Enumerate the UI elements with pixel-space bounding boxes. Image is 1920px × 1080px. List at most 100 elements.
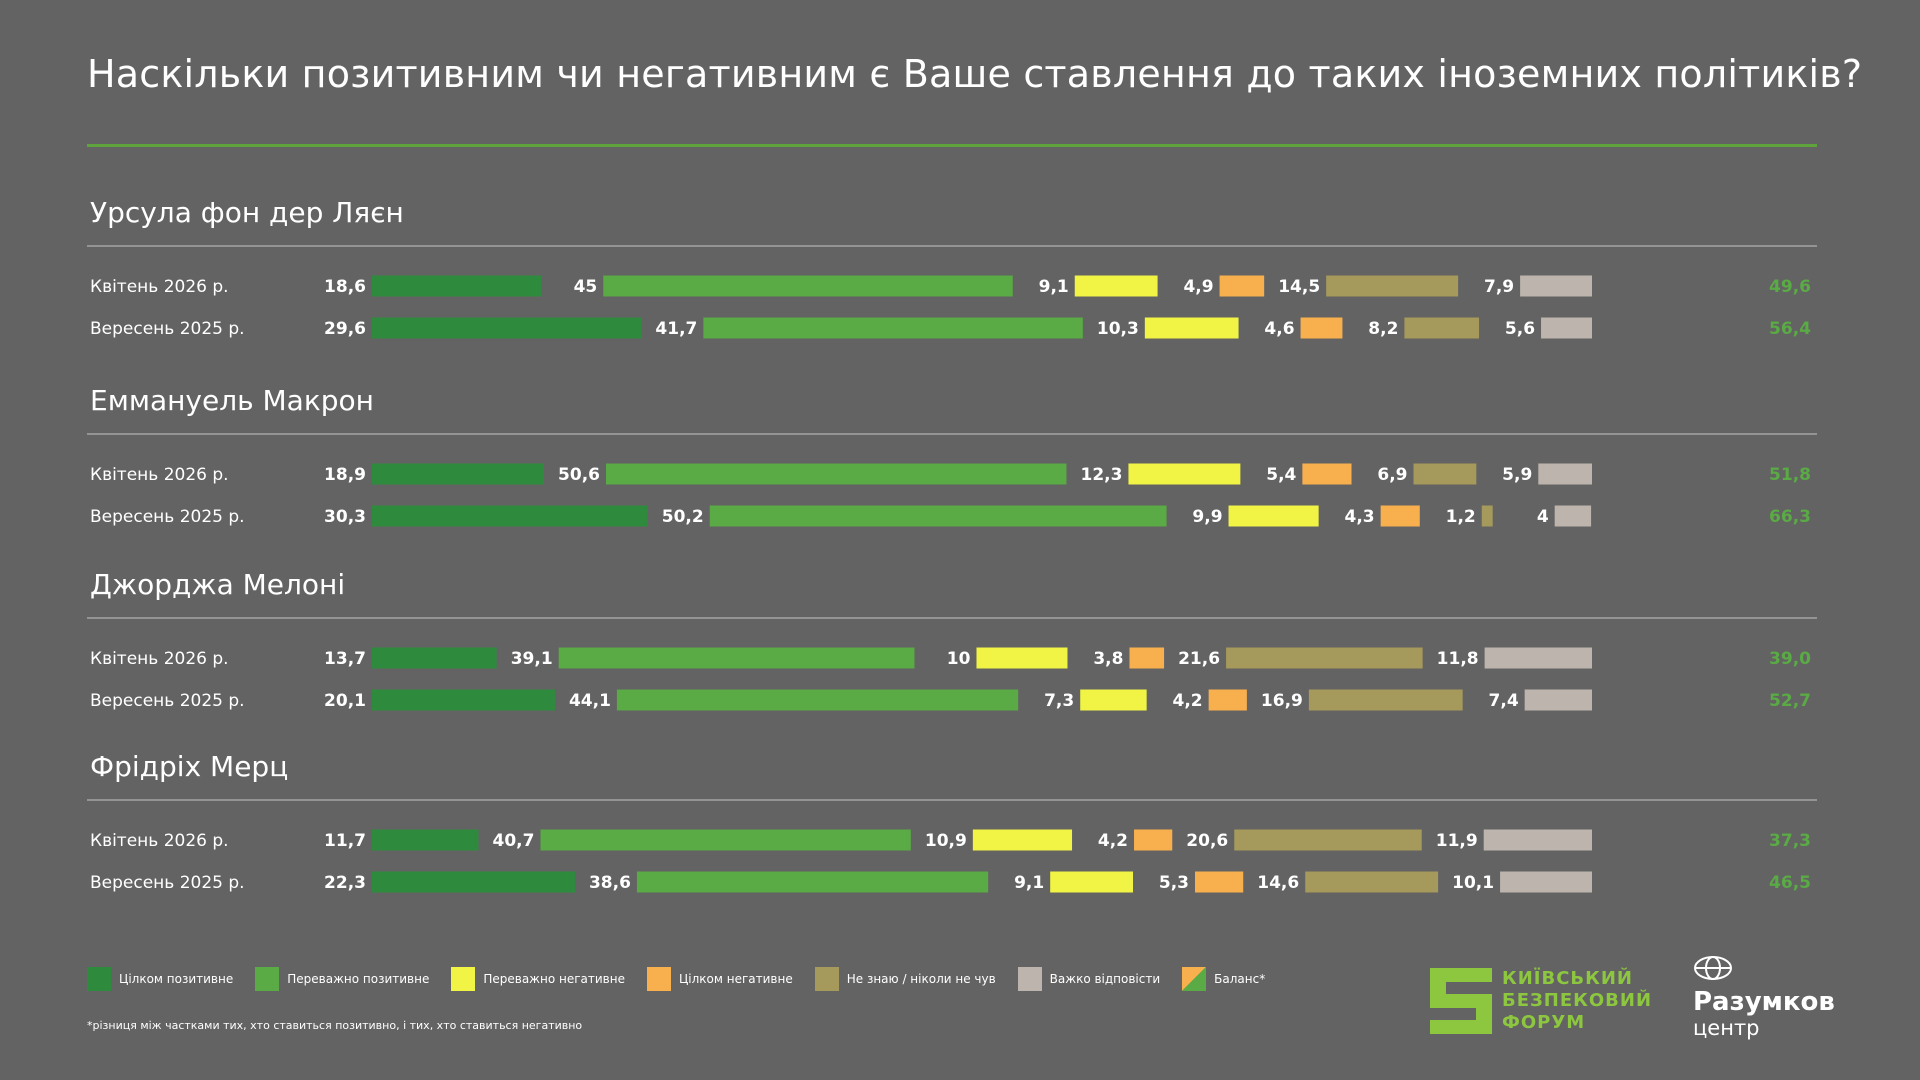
legend-swatch-fully-positive <box>87 967 111 991</box>
data-label: 10,3 <box>1097 319 1139 339</box>
bar-hard-to-say <box>1538 463 1592 485</box>
bar-fully-positive <box>372 647 497 669</box>
bar-hard-to-say <box>1541 317 1592 339</box>
bar-fully-negative <box>1380 505 1420 527</box>
bar-fully-positive <box>372 505 648 527</box>
data-label: 30,3 <box>324 507 366 527</box>
bar-hard-to-say <box>1484 647 1592 669</box>
kbf-text-line: ФОРУМ <box>1502 1012 1586 1033</box>
data-label: 5,6 <box>1505 319 1535 339</box>
data-label: 10,9 <box>925 831 967 851</box>
row-label: Вересень 2025 р. <box>90 873 245 893</box>
balance-value: 56,4 <box>1769 319 1811 339</box>
bar-fully-negative <box>1195 871 1244 893</box>
bar-dont-know <box>1326 275 1459 297</box>
bar-fully-negative <box>1208 689 1247 711</box>
bar-dont-know <box>1226 647 1423 669</box>
bar-mostly-positive <box>540 829 911 851</box>
balance-value: 46,5 <box>1769 873 1811 893</box>
title-divider <box>87 144 1817 147</box>
bar-hard-to-say <box>1554 505 1592 527</box>
data-label: 4,2 <box>1098 831 1128 851</box>
razumkov-subtitle: центр <box>1693 1016 1760 1040</box>
row-label: Квітень 2026 р. <box>90 465 229 485</box>
legend-label: Баланс* <box>1214 972 1266 986</box>
data-label: 10,1 <box>1452 873 1494 893</box>
bar-mostly-positive <box>616 689 1019 711</box>
data-label: 22,3 <box>324 873 366 893</box>
legend-label: Не знаю / ніколи не чув <box>846 972 996 986</box>
bar-mostly-positive <box>709 505 1167 527</box>
row-label: Квітень 2026 р. <box>90 649 229 669</box>
data-label: 10 <box>947 649 971 669</box>
data-label: 45 <box>574 277 598 297</box>
razumkov-name: Разумков <box>1693 987 1835 1017</box>
data-label: 11,8 <box>1437 649 1479 669</box>
data-label: 7,3 <box>1044 691 1074 711</box>
data-label: 1,2 <box>1446 507 1476 527</box>
data-label: 12,3 <box>1080 465 1122 485</box>
bar-fully-positive <box>372 871 575 893</box>
balance-value: 37,3 <box>1769 831 1811 851</box>
legend-item-mostly-positive: Переважно позитивне <box>255 967 429 991</box>
data-label: 9,9 <box>1192 507 1222 527</box>
bar-dont-know <box>1481 505 1493 527</box>
legend-swatch-hard-to-say <box>1017 967 1042 991</box>
data-label: 9,1 <box>1039 277 1069 297</box>
balance-value: 39,0 <box>1769 649 1811 669</box>
data-label: 7,4 <box>1489 691 1519 711</box>
group-title: Фрідріх Мерц <box>90 750 288 783</box>
balance-value: 49,6 <box>1769 277 1811 297</box>
legend-item-fully-negative: Цілком негативне <box>646 967 793 991</box>
data-label: 4,2 <box>1173 691 1203 711</box>
footnote: *різниця між частками тих, хто ставиться… <box>87 1019 583 1032</box>
bar-dont-know <box>1308 689 1463 711</box>
data-label: 7,9 <box>1484 277 1514 297</box>
bar-mostly-negative <box>1228 505 1319 527</box>
legend-item-balance: Баланс* <box>1182 967 1265 991</box>
data-label: 13,7 <box>324 649 366 669</box>
legend-label: Важко відповісти <box>1049 972 1161 986</box>
balance-value: 66,3 <box>1769 507 1811 527</box>
legend-item-dont-know: Не знаю / ніколи не чув <box>814 967 996 991</box>
bar-fully-positive <box>372 689 555 711</box>
row-label: Вересень 2025 р. <box>90 507 245 527</box>
data-label: 20,6 <box>1186 831 1228 851</box>
group-title: Урсула фон дер Ляєн <box>90 196 404 229</box>
legend-item-fully-positive: Цілком позитивне <box>87 967 233 991</box>
bar-hard-to-say <box>1524 689 1592 711</box>
data-label: 3,8 <box>1093 649 1123 669</box>
bar-fully-negative <box>1129 647 1165 669</box>
legend-swatch-mostly-negative <box>451 967 476 991</box>
data-label: 50,6 <box>558 465 600 485</box>
data-label: 40,7 <box>493 831 535 851</box>
bar-fully-positive <box>372 463 544 485</box>
bar-dont-know <box>1305 871 1439 893</box>
data-label: 29,6 <box>324 319 366 339</box>
data-label: 11,9 <box>1436 831 1478 851</box>
data-label: 14,5 <box>1278 277 1320 297</box>
group-title: Джорджа Мелоні <box>90 568 345 601</box>
row-label: Квітень 2026 р. <box>90 831 229 851</box>
data-label: 39,1 <box>511 649 553 669</box>
legend-item-mostly-negative: Переважно негативне <box>451 967 625 991</box>
group-title: Еммануель Макрон <box>90 384 374 417</box>
data-label: 21,6 <box>1178 649 1220 669</box>
data-label: 8,2 <box>1368 319 1398 339</box>
bar-mostly-positive <box>605 463 1067 485</box>
legend-swatch-balance <box>1182 967 1207 991</box>
balance-value: 51,8 <box>1769 465 1811 485</box>
data-label: 9,1 <box>1014 873 1044 893</box>
balance-value: 52,7 <box>1769 691 1811 711</box>
bar-mostly-negative <box>1080 689 1147 711</box>
legend-swatch-mostly-positive <box>255 967 280 991</box>
bar-mostly-negative <box>1128 463 1241 485</box>
bar-mostly-negative <box>1144 317 1239 339</box>
bar-mostly-positive <box>558 647 915 669</box>
data-label: 38,6 <box>589 873 631 893</box>
bar-mostly-negative <box>976 647 1068 669</box>
data-label: 6,9 <box>1377 465 1407 485</box>
legend-label: Переважно позитивне <box>287 972 430 986</box>
kbf-text-line: БЕЗПЕКОВИЙ <box>1502 990 1653 1011</box>
bar-fully-negative <box>1219 275 1265 297</box>
